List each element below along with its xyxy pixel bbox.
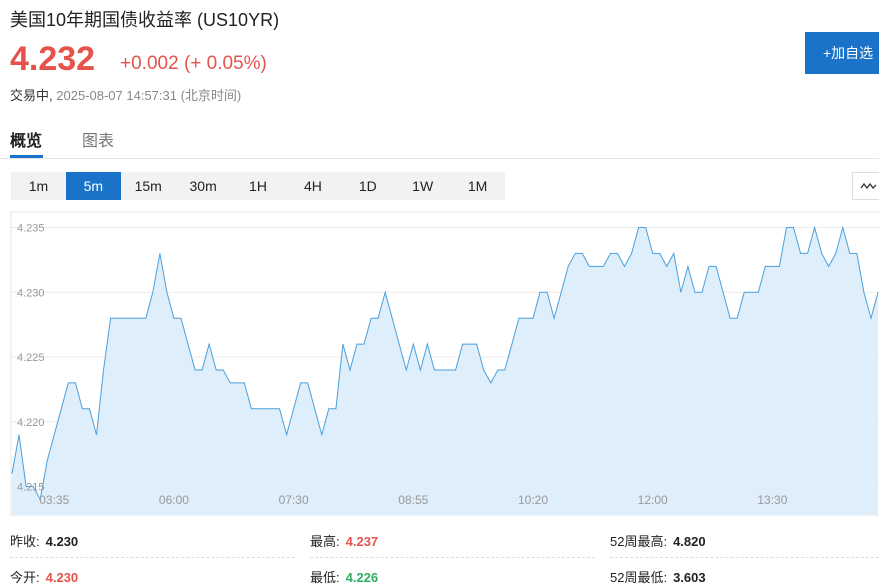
- x-tick-label: 06:00: [159, 493, 189, 507]
- y-tick-label: 4.235: [17, 223, 45, 235]
- price: 4.232: [10, 40, 96, 78]
- stat: 最高: 4.237: [310, 531, 378, 550]
- interval-button[interactable]: 5m: [65, 172, 121, 200]
- change: +0.002 (+ 0.05%): [120, 53, 267, 75]
- change-pct: (+ 0.05%): [183, 53, 267, 74]
- stat-value: 4.237: [345, 534, 379, 549]
- tab[interactable]: 图表: [82, 133, 115, 150]
- interval-button[interactable]: 15m: [134, 178, 162, 194]
- interval-button[interactable]: 4H: [303, 178, 322, 194]
- y-tick-label: 4.215: [17, 482, 45, 494]
- title: 美国10年期国债收益率 (US10YR): [10, 6, 279, 32]
- x-tick-label: 10:20: [518, 493, 548, 507]
- y-tick-label: 4.225: [17, 352, 45, 364]
- timezone: (北京时间): [180, 88, 242, 103]
- stat-value: 4.230: [45, 570, 79, 585]
- stat: 52周最高: 4.820: [610, 531, 706, 550]
- interval-bar: 1m 5m 15m 30m 1H 4H 1D 1W 1M: [11, 172, 505, 200]
- stat-label: 昨收:: [10, 534, 40, 549]
- separator: [0, 158, 879, 159]
- stat-value: 4.820: [673, 534, 706, 549]
- x-tick-label: 13:30: [757, 493, 787, 507]
- interval-button[interactable]: 1D: [358, 178, 377, 194]
- stat: 昨收: 4.230: [10, 531, 78, 550]
- stat-value: 3.603: [673, 570, 706, 585]
- watch-button[interactable]: +加自选: [805, 32, 879, 74]
- tab[interactable]: 概览: [10, 133, 43, 150]
- x-tick-label: 12:00: [638, 493, 668, 507]
- interval-button[interactable]: 1H: [249, 178, 267, 194]
- stat-label: 最高:: [310, 534, 340, 549]
- interval-button[interactable]: 1M: [467, 178, 488, 194]
- interval-button[interactable]: 30m: [189, 178, 217, 194]
- stat-value: 4.230: [45, 534, 79, 549]
- x-tick-label: 07:30: [279, 493, 309, 507]
- timestamp: 2025-08-07 14:57:31: [56, 88, 177, 103]
- x-tick-label: 03:35: [39, 493, 69, 507]
- line: [11, 225, 879, 501]
- stat-label: 最低:: [310, 570, 340, 585]
- symbol: (US10YR): [197, 10, 280, 30]
- stat: 52周最低: 3.603: [610, 567, 706, 586]
- stat-label: 今开:: [10, 570, 40, 585]
- separator: [10, 557, 295, 558]
- chart-icon: [860, 182, 877, 190]
- x-tick-label: 08:55: [398, 493, 428, 507]
- status: 交易中,: [10, 88, 53, 103]
- separator: [610, 557, 879, 558]
- stat-label: 52周最低:: [610, 570, 668, 585]
- stat-label: 52周最高:: [610, 534, 668, 549]
- stat: 今开: 4.230: [10, 567, 78, 586]
- stat-value: 4.226: [345, 570, 379, 585]
- interval-button[interactable]: 1W: [412, 178, 434, 194]
- area: [12, 227, 878, 515]
- change-abs: +0.002: [120, 53, 179, 74]
- stat: 最低: 4.226: [310, 567, 378, 586]
- y-tick-label: 4.230: [17, 287, 45, 299]
- separator: [310, 557, 595, 558]
- y-tick-label: 4.220: [17, 417, 45, 429]
- status-line: 交易中, 2025-08-07 14:57:31 (北京时间): [10, 85, 241, 104]
- chart-type-button[interactable]: [852, 172, 879, 200]
- title-text: 美国10年期国债收益率: [10, 10, 193, 30]
- tab-indicator: [10, 155, 43, 158]
- interval-button[interactable]: 1m: [28, 178, 49, 194]
